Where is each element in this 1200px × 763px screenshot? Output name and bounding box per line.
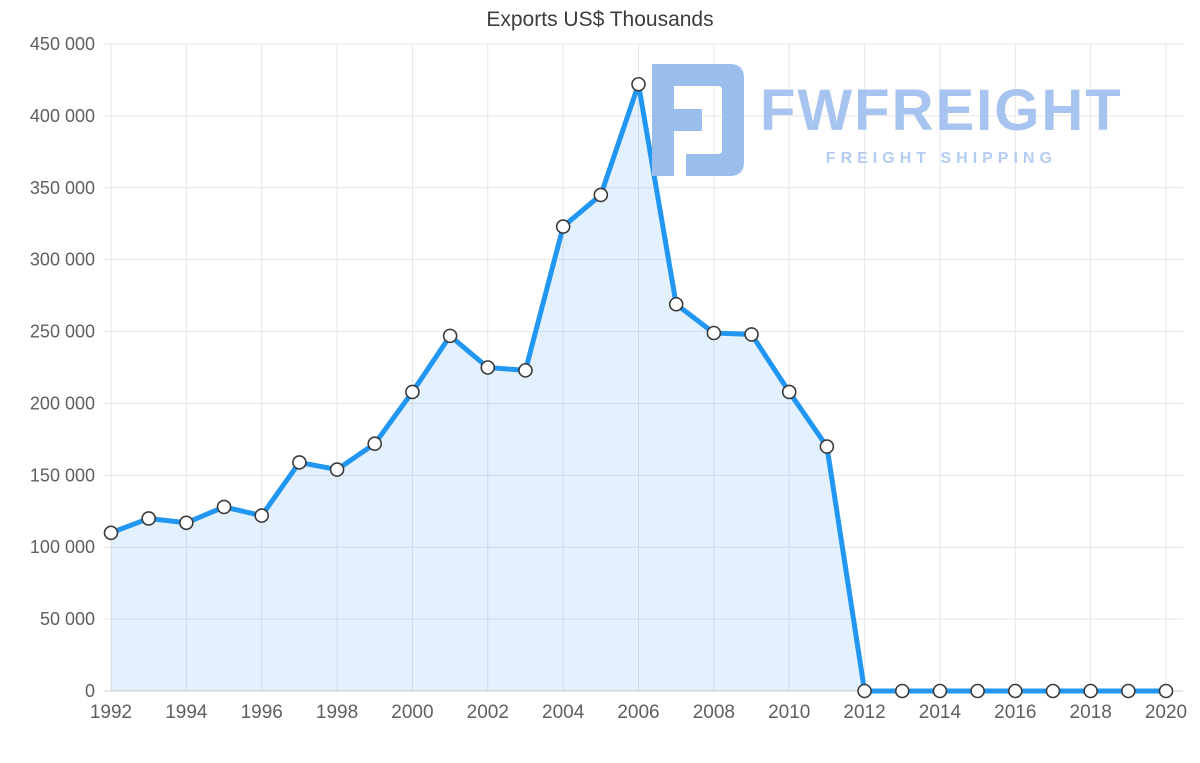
data-point-marker — [744, 327, 759, 342]
data-point-marker — [254, 508, 270, 523]
y-axis-label: 50 000 — [40, 609, 95, 629]
area-fill — [111, 84, 1166, 692]
data-point-marker — [141, 511, 156, 526]
data-point-marker — [631, 76, 646, 92]
data-point-marker — [480, 360, 496, 375]
x-axis-label: 2004 — [542, 702, 585, 723]
data-point-marker — [216, 499, 232, 515]
x-axis-label: 2000 — [391, 702, 433, 723]
x-axis-label: 2012 — [843, 702, 885, 723]
y-axis-label: 150 000 — [30, 465, 95, 485]
data-point-marker — [1045, 683, 1061, 699]
data-point-marker — [1158, 683, 1174, 699]
x-axis-label: 2002 — [467, 702, 509, 723]
data-point-marker — [292, 455, 307, 470]
chart-title: Exports US$ Thousands — [486, 8, 714, 31]
y-axis-label: 350 000 — [30, 178, 95, 198]
x-axis-label: 2010 — [768, 702, 810, 723]
data-point-marker — [894, 683, 910, 699]
data-point-marker — [1121, 683, 1136, 699]
x-axis-label: 2008 — [693, 702, 735, 723]
data-point-marker — [518, 363, 533, 378]
y-axis-label: 250 000 — [30, 322, 95, 342]
data-point-marker — [1083, 683, 1098, 699]
x-axis-label: 2016 — [994, 702, 1036, 723]
x-axis-label: 1998 — [316, 702, 358, 723]
data-point-marker — [329, 462, 345, 477]
data-point-marker — [970, 683, 985, 699]
x-axis-label: 2018 — [1070, 702, 1112, 723]
x-axis-label: 2006 — [617, 702, 659, 723]
data-point-marker — [706, 325, 722, 341]
data-point-marker — [179, 515, 194, 531]
data-point-marker — [555, 219, 571, 234]
x-axis-label: 1994 — [165, 702, 208, 723]
data-point-marker — [593, 187, 609, 203]
data-point-marker — [367, 436, 383, 452]
data-point-marker — [1007, 683, 1023, 699]
data-point-marker — [781, 384, 797, 400]
data-point-marker — [857, 683, 872, 699]
data-point-marker — [932, 683, 948, 699]
y-axis-label: 450 000 — [30, 34, 95, 54]
y-axis-label: 200 000 — [30, 393, 95, 413]
x-axis-label: 2020 — [1145, 702, 1187, 723]
y-axis-label: 300 000 — [30, 250, 95, 270]
data-point-marker — [442, 328, 458, 344]
data-point-marker — [405, 384, 420, 400]
data-point-marker — [103, 525, 119, 541]
x-axis-label: 1992 — [90, 702, 132, 723]
x-axis-label: 2014 — [919, 702, 962, 723]
y-axis-label: 0 — [85, 681, 95, 701]
x-axis-label: 1996 — [241, 702, 283, 723]
y-axis-label: 100 000 — [30, 537, 95, 557]
y-axis-label: 400 000 — [30, 106, 95, 126]
data-point-marker — [668, 296, 684, 312]
data-point-marker — [819, 439, 835, 454]
